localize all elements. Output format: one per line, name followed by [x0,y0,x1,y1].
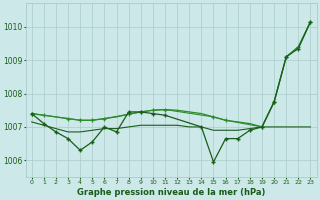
X-axis label: Graphe pression niveau de la mer (hPa): Graphe pression niveau de la mer (hPa) [77,188,265,197]
